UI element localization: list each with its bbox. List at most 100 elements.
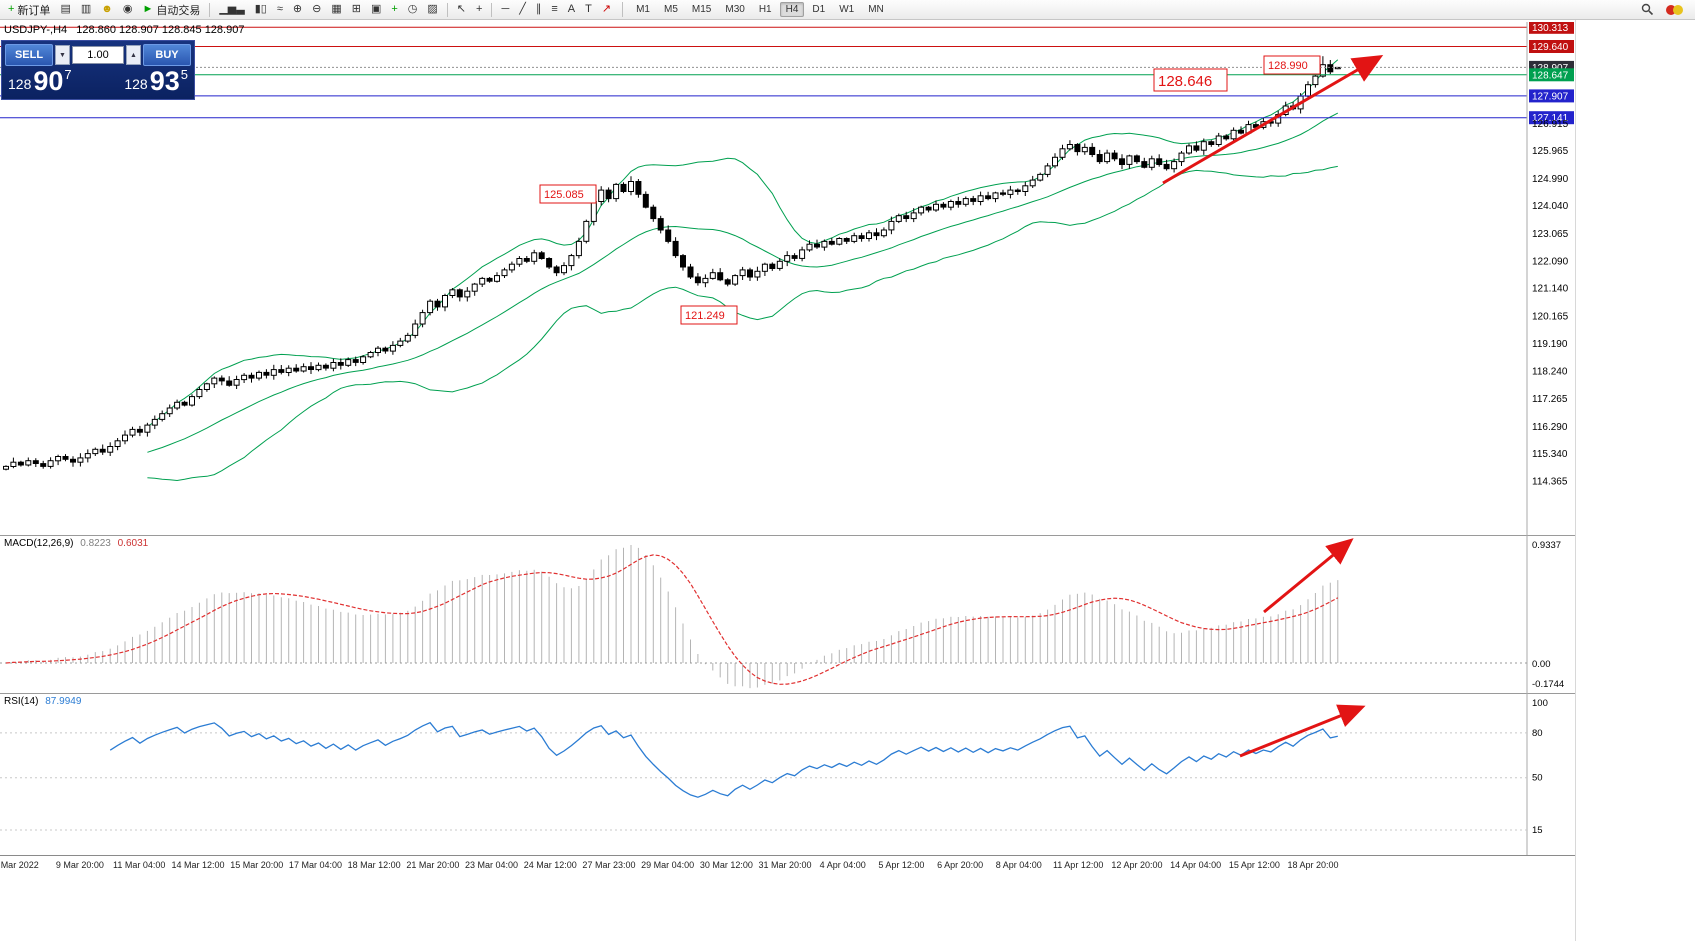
crosshair-icon[interactable]: + [472,0,486,19]
zoom-out-icon[interactable]: ⊖ [308,0,325,19]
svg-text:118.240: 118.240 [1532,366,1568,377]
text-icon[interactable]: A [564,0,579,19]
svg-text:127.141: 127.141 [1532,113,1569,124]
svg-text:126.915: 126.915 [1532,119,1569,130]
timeframe-h4-button[interactable]: H4 [779,2,805,17]
indicators-icon[interactable]: + [387,0,401,19]
macd-histogram [12,545,1339,689]
svg-text:125.965: 125.965 [1532,146,1569,157]
time-axis[interactable]: Mar 2022 9 Mar 20:00 11 Mar 04:00 14 Mar 12… [0,855,1575,876]
community-icon[interactable]: ☻ [97,0,117,19]
buy-button[interactable]: BUY [143,44,191,66]
chart-window-icon: ▤ [60,3,71,15]
fibonacci-icon: ≡ [551,3,558,15]
rsi-value: 87.9949 [45,696,82,707]
autotrade-button-label: 自动交易 [156,4,201,17]
periods-icon: ◷ [407,3,418,15]
label-icon[interactable]: T [581,0,596,19]
rsi-label: RSI(14) 87.9949 [4,696,81,707]
autotrade-icon: ► [142,3,154,15]
time-label: 23 Mar 04:00 [465,860,519,870]
templates-icon[interactable]: ▨ [423,0,441,19]
autotrade-button[interactable]: ► 自动交易 [138,0,204,19]
bar-chart-icon[interactable]: ▁▅▃ [215,0,248,19]
search-button[interactable] [1637,0,1658,19]
cursor-icon[interactable]: ↖ [453,0,470,19]
notifications-icon[interactable]: ◉ [119,0,137,19]
rsi-axis-label: 80 [1532,728,1543,739]
svg-text:128.647: 128.647 [1532,70,1569,81]
time-label: 18 Apr 20:00 [1287,860,1339,870]
svg-text:125.085: 125.085 [544,189,584,201]
horizontal-line-icon[interactable]: ─ [497,0,513,19]
rsi-panel[interactable]: 100 80 50 15 [0,693,1575,855]
price-axis-ticks: 126.915 125.965 124.990 124.040 123.065 122.0… [1532,119,1569,488]
timeframe-d1-button[interactable]: D1 [812,4,826,15]
chart-window-icon[interactable]: ▤ [56,0,74,19]
bid-prefix: 128 [8,76,32,93]
svg-text:122.090: 122.090 [1532,257,1569,268]
timeframe-m30-button[interactable]: M30 [725,4,745,15]
candles [3,56,1341,471]
community-icon: ☻ [101,3,113,15]
macd-trend-arrow[interactable] [1263,538,1354,614]
line-chart-icon[interactable]: ≈ [273,0,287,19]
shapes-icon[interactable]: ↗ [598,0,615,19]
candlestick-icon[interactable]: ▮▯ [251,0,271,19]
grid-icon[interactable]: ▦ [327,0,345,19]
timeframe-m15-button[interactable]: M15 [691,4,712,15]
chart-info-line: USDJPY-,H4 128.860 128.907 128.845 128.9… [4,24,244,36]
svg-text:128.646: 128.646 [1158,73,1212,90]
price-chart[interactable]: 130.313129.640128.907128.647127.907127.1… [0,22,1575,535]
timeframe-w1-button[interactable]: W1 [839,4,855,15]
status-yellow-dot [1673,4,1683,15]
timeframe-mn-button[interactable]: MN [868,4,884,15]
svg-text:121.140: 121.140 [1532,284,1569,295]
trend-arrow[interactable] [1162,54,1384,185]
price-annotations[interactable]: 125.085 121.249 128.646 128.990 [539,55,1321,325]
volume-decrease-button[interactable]: ▼ [55,45,70,65]
channel-icon[interactable]: ∥ [532,0,546,19]
time-label: 24 Mar 12:00 [523,860,577,870]
profiles-icon[interactable]: ▥ [77,0,95,19]
time-label: Mar 2022 [0,860,39,870]
timeframe-m5-button[interactable]: M5 [664,4,678,15]
zoom-in-icon[interactable]: ⊕ [289,0,306,19]
time-label: 5 Apr 12:00 [878,860,925,870]
bid-price[interactable]: 128 90 7 [5,67,75,96]
time-label: 14 Apr 04:00 [1170,860,1222,870]
svg-text:116.290: 116.290 [1532,422,1568,433]
cascade-windows-icon[interactable]: ▣ [367,0,385,19]
fibonacci-icon[interactable]: ≡ [547,0,561,19]
macd-panel[interactable]: 0.9337 0.00 -0.1744 [0,535,1575,693]
rsi-trend-arrow[interactable] [1239,704,1366,758]
search-icon [1641,3,1654,16]
volume-increase-button[interactable]: ▲ [126,45,141,65]
periods-icon[interactable]: ◷ [404,0,422,19]
svg-text:114.365: 114.365 [1532,477,1568,488]
timeframe-bar: M1 M5 M15 M30 H1 H4 D1 W1 MN [622,2,891,17]
timeframe-h1-button[interactable]: H1 [758,4,772,15]
time-label: 8 Apr 04:00 [995,860,1042,870]
timeframe-m1-button[interactable]: M1 [636,4,650,15]
sell-button[interactable]: SELL [5,44,53,66]
status-red-dot [1666,4,1676,15]
trendline-icon[interactable]: ╱ [515,0,530,19]
svg-text:121.249: 121.249 [685,310,725,322]
time-label: 9 Mar 20:00 [55,860,104,870]
time-label: 12 Apr 20:00 [1111,860,1163,870]
volume-input[interactable] [72,46,124,64]
tile-windows-icon: ⊞ [351,3,361,15]
ask-price[interactable]: 128 93 5 [121,66,191,96]
cursor-icon: ↖ [456,3,467,15]
toolbar-separator [491,2,493,17]
time-label: 17 Mar 04:00 [288,860,342,870]
time-label: 18 Mar 12:00 [347,860,401,870]
ask-main: 93 [149,66,180,96]
new-order-button[interactable]: + 新订单 [4,0,54,19]
horizontal-levels[interactable]: 130.313129.640128.907128.647127.907127.1… [0,22,1574,125]
toolbar-separator [446,2,448,17]
tile-windows-icon[interactable]: ⊞ [348,0,365,19]
svg-text:128.990: 128.990 [1268,60,1308,72]
